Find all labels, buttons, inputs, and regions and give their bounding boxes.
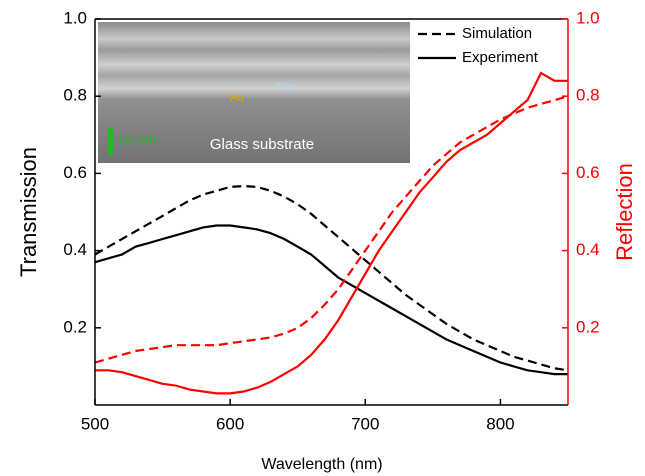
legend-label: Experiment	[462, 49, 539, 66]
data-line	[94, 184, 569, 372]
data-line	[95, 71, 568, 395]
x-tick-label: 800	[486, 414, 514, 433]
y2-axis-title: Reflection	[612, 163, 637, 261]
inset-label: Au	[230, 92, 243, 104]
y-tick-label: 0.6	[63, 163, 87, 182]
data-line	[94, 224, 568, 376]
y2-tick-label: 0.8	[576, 86, 600, 105]
x-tick-label: 700	[351, 414, 379, 433]
y-tick-label: 0.8	[63, 86, 87, 105]
x-axis-title: Wavelength (nm)	[261, 456, 382, 473]
y-tick-label: 0.2	[63, 317, 87, 336]
inset-label: TiO₂	[275, 82, 295, 93]
data-line	[94, 95, 569, 364]
y2-tick-label: 0.2	[576, 317, 600, 336]
sem-image	[98, 22, 410, 163]
inset-label: 50 nm	[118, 132, 157, 148]
inset-image: Au TiO₂ 50 nm Glass substrate	[98, 22, 410, 163]
y2-tick-label: 0.6	[576, 163, 600, 182]
y-axis-title: Transmission	[16, 147, 41, 277]
y-tick-label: 0.4	[63, 240, 87, 259]
x-tick-label: 500	[81, 414, 109, 433]
legend-label: Simulation	[462, 25, 532, 42]
x-tick-label: 600	[216, 414, 244, 433]
inset-label: Glass substrate	[210, 136, 314, 153]
scale-bar	[108, 128, 113, 155]
y2-tick-label: 1.0	[576, 8, 600, 27]
y-tick-label: 1.0	[63, 8, 87, 27]
y2-tick-label: 0.4	[576, 240, 600, 259]
